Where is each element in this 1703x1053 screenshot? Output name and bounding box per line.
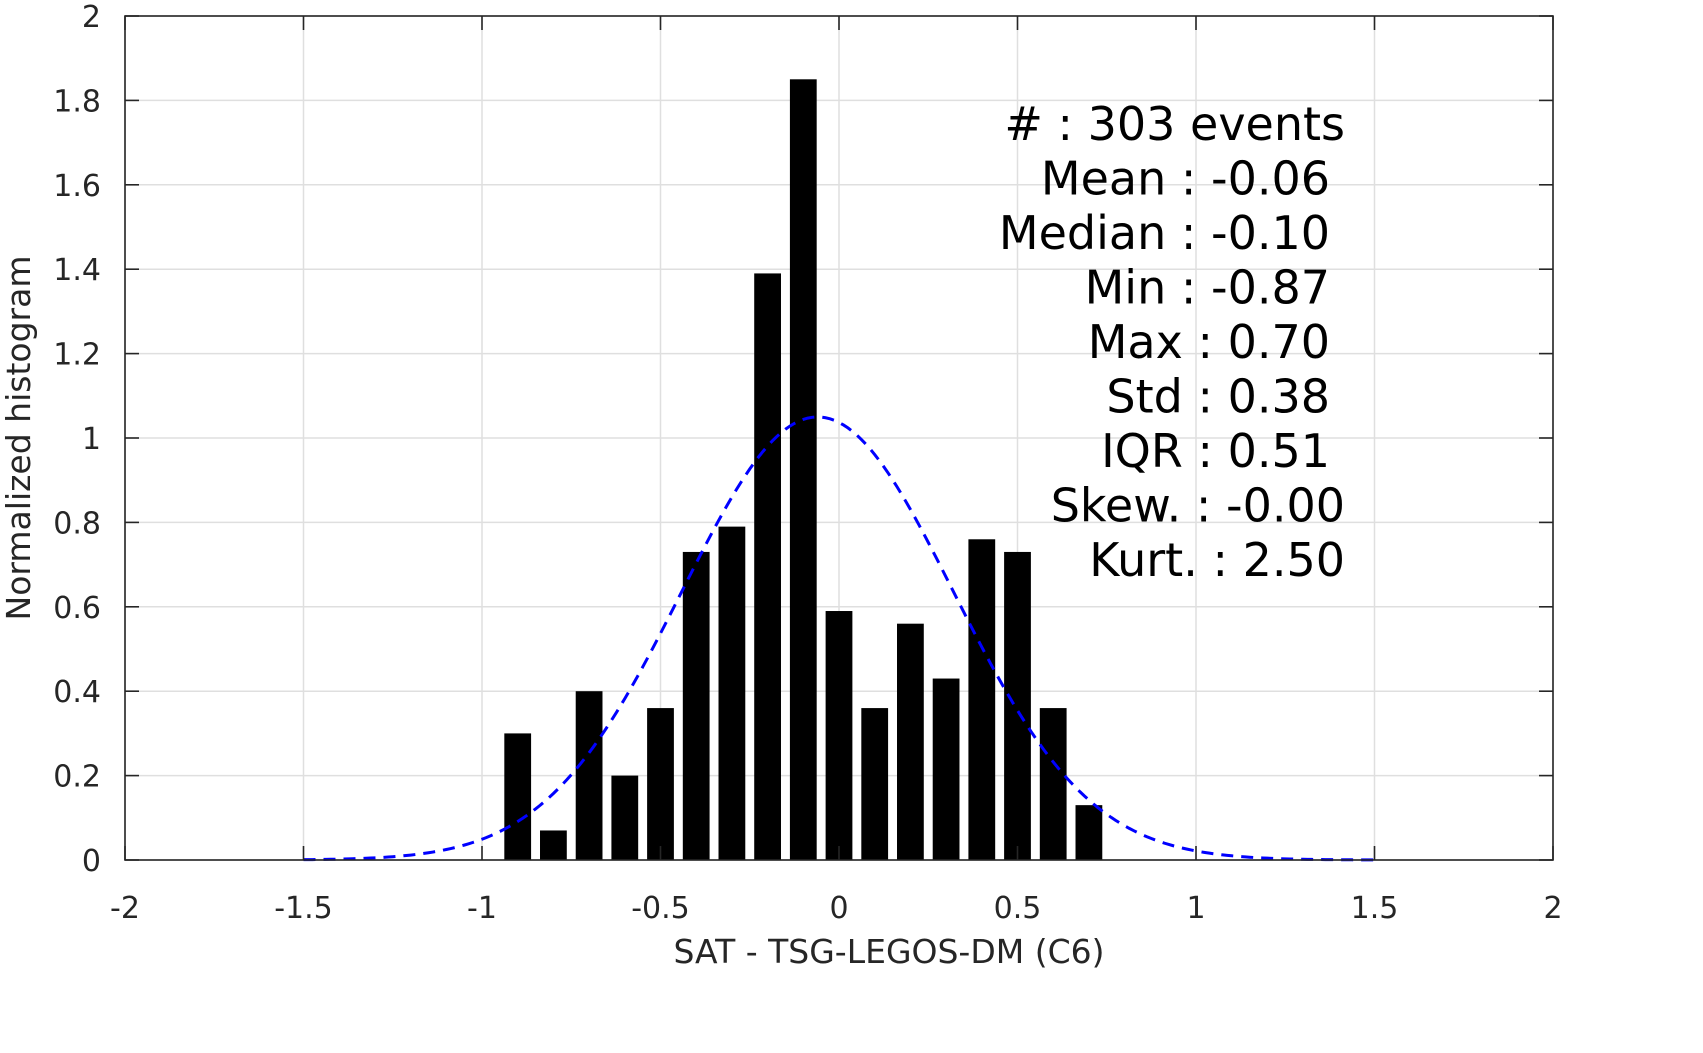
y-tick-label: 2 <box>82 0 101 35</box>
y-tick-label: 1.6 <box>53 169 101 204</box>
y-tick-label: 0.6 <box>53 591 101 626</box>
histogram-bar <box>897 623 924 860</box>
bars <box>504 79 1103 861</box>
x-tick-label: -1.5 <box>274 891 333 926</box>
histogram-bar <box>754 273 781 860</box>
ticks <box>124 15 1554 861</box>
stat-line: Median : -0.10 <box>999 206 1330 260</box>
histogram-bar <box>575 691 603 860</box>
histogram-bar <box>825 611 853 860</box>
x-tick-label: 0 <box>829 891 848 926</box>
y-tick-label: 1.2 <box>53 338 101 373</box>
stat-line: Min : -0.87 <box>1085 261 1330 315</box>
histogram-bar <box>718 526 746 860</box>
grid <box>124 15 1554 861</box>
x-tick-labels: -2 -1.5 -1 -0.5 0 0.5 1 1.5 2 <box>110 891 1563 926</box>
x-tick-label: -1 <box>467 891 497 926</box>
y-tick-label: 0.4 <box>53 675 101 710</box>
x-axis-label: SAT - TSG-LEGOS-DM (C6) <box>674 932 1105 971</box>
stat-line: Max : 0.70 <box>1088 315 1330 369</box>
stat-line: Kurt. : 2.50 <box>1089 533 1345 587</box>
stat-line: Skew. : -0.00 <box>1051 479 1345 533</box>
y-tick-labels: 0 0.2 0.4 0.6 0.8 1 1.2 1.4 1.6 1.8 2 <box>53 0 101 879</box>
x-tick-label: -2 <box>110 891 140 926</box>
histogram-bar <box>1075 805 1103 860</box>
y-axis-label: Normalized histogram <box>0 256 38 621</box>
x-tick-label: -0.5 <box>631 891 690 926</box>
stat-line: Std : 0.38 <box>1106 370 1330 424</box>
y-tick-label: 1.8 <box>53 84 101 119</box>
histogram-bar <box>504 733 532 860</box>
normal-fit-curve <box>303 415 1375 862</box>
y-tick-label: 0.8 <box>53 506 101 541</box>
histogram-bar <box>789 79 817 861</box>
stat-line: Mean : -0.06 <box>1041 152 1330 206</box>
histogram-bar <box>540 830 567 860</box>
histogram-bar <box>682 551 710 860</box>
histogram-bar <box>968 539 996 860</box>
x-tick-label: 1 <box>1186 891 1205 926</box>
histogram-bar <box>1004 551 1031 860</box>
stat-line: IQR : 0.51 <box>1101 424 1330 478</box>
normal-fit <box>303 415 1375 862</box>
y-tick-label: 0.2 <box>53 760 101 795</box>
y-tick-label: 1.4 <box>53 253 101 288</box>
histogram-bar <box>611 775 639 860</box>
x-tick-label: 0.5 <box>994 891 1042 926</box>
histogram-bar <box>1039 708 1067 860</box>
histogram-bar <box>647 708 674 860</box>
y-tick-label: 0 <box>82 844 101 879</box>
histogram-bar <box>932 678 960 860</box>
x-tick-label: 2 <box>1543 891 1562 926</box>
y-tick-label: 1 <box>82 422 101 457</box>
x-tick-label: 1.5 <box>1351 891 1399 926</box>
histogram-bar <box>861 708 889 860</box>
stat-line: # : 303 events <box>1004 97 1345 151</box>
